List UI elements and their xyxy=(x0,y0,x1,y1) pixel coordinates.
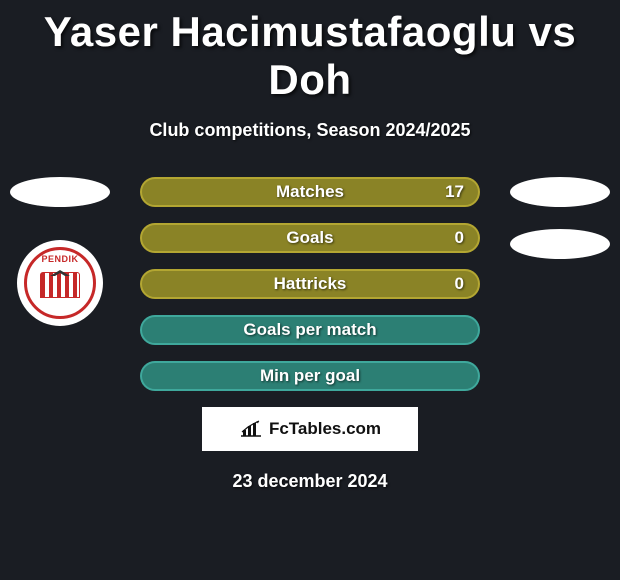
player-right-oval-2 xyxy=(510,229,610,259)
player-right-oval-1 xyxy=(510,177,610,207)
stat-row: Goals 0 xyxy=(140,223,480,253)
player-left-oval xyxy=(10,177,110,207)
club-badge-label: PENDIK xyxy=(41,254,78,264)
stat-value: 0 xyxy=(455,274,464,294)
content-area: PENDIK Matches 17 Goals 0 Hattricks 0 Goals pe… xyxy=(0,177,620,492)
stat-label: Min per goal xyxy=(260,366,360,386)
stat-label: Goals per match xyxy=(243,320,376,340)
stat-value: 0 xyxy=(455,228,464,248)
stat-label: Goals xyxy=(286,228,333,248)
stat-row: Hattricks 0 xyxy=(140,269,480,299)
club-badge: PENDIK xyxy=(10,233,110,333)
page-title: Yaser Hacimustafaoglu vs Doh xyxy=(0,0,620,104)
stat-label: Hattricks xyxy=(274,274,347,294)
stat-row: Goals per match xyxy=(140,315,480,345)
stat-label: Matches xyxy=(276,182,344,202)
footer-brand-text: FcTables.com xyxy=(269,419,381,439)
page-subtitle: Club competitions, Season 2024/2025 xyxy=(0,120,620,141)
stat-row: Min per goal xyxy=(140,361,480,391)
bar-chart-icon xyxy=(239,420,263,438)
stats-list: Matches 17 Goals 0 Hattricks 0 Goals per match… xyxy=(140,177,480,391)
stat-value: 17 xyxy=(445,182,464,202)
footer-brand-box: FcTables.com xyxy=(202,407,418,451)
eagle-icon xyxy=(45,268,75,282)
stat-row: Matches 17 xyxy=(140,177,480,207)
club-badge-inner: PENDIK xyxy=(24,247,96,319)
date-label: 23 december 2024 xyxy=(0,471,620,492)
club-badge-circle: PENDIK xyxy=(17,240,103,326)
